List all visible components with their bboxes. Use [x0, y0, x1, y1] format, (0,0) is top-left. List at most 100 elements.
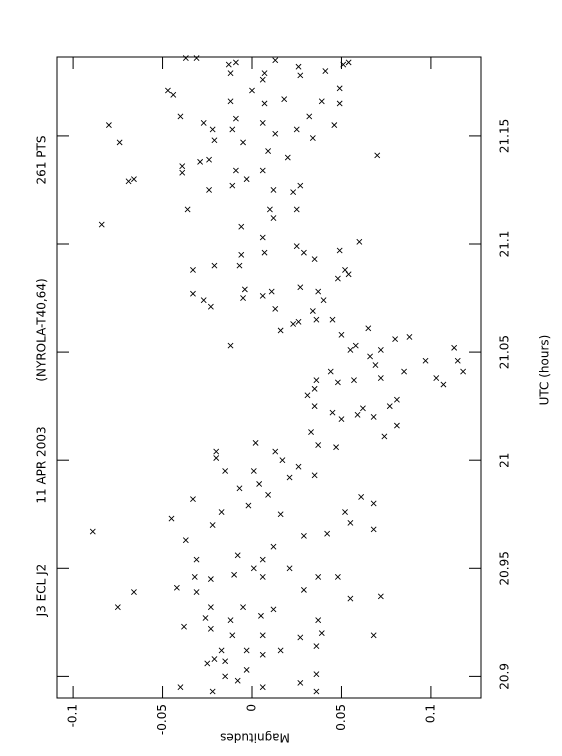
- data-point: [304, 392, 311, 399]
- data-point: [270, 543, 277, 550]
- data-point: [297, 182, 304, 189]
- data-point: [270, 606, 277, 613]
- data-point: [179, 163, 186, 170]
- data-point: [181, 623, 187, 630]
- data-point: [89, 528, 96, 535]
- data-point: [207, 303, 214, 310]
- data-point: [300, 249, 307, 256]
- data-point: [370, 500, 377, 507]
- y-tick-label: -0.05: [155, 704, 169, 735]
- data-point: [293, 206, 300, 213]
- data-point: [277, 327, 284, 334]
- data-point: [190, 267, 196, 273]
- data-point: [206, 187, 212, 193]
- data-point: [347, 595, 354, 602]
- data-point: [372, 362, 379, 368]
- data-point: [315, 288, 322, 295]
- data-point: [281, 96, 288, 103]
- data-point: [259, 556, 266, 563]
- data-point: [440, 381, 447, 388]
- data-point: [338, 416, 345, 423]
- data-point: [370, 632, 377, 639]
- data-point: [329, 316, 336, 323]
- data-point: [315, 442, 322, 448]
- y-tick-label: 0.1: [423, 704, 437, 723]
- title-part: J3 ECL J2: [35, 564, 49, 618]
- title-part: (NYROLA-T40,64): [35, 278, 49, 381]
- data-point: [191, 574, 198, 580]
- data-point: [218, 647, 225, 654]
- data-point: [377, 347, 384, 353]
- data-point: [258, 612, 264, 619]
- data-point: [311, 403, 318, 410]
- data-point: [259, 684, 266, 691]
- data-point: [168, 515, 175, 522]
- data-point: [377, 375, 384, 381]
- data-point: [393, 396, 400, 403]
- data-point: [295, 318, 302, 325]
- data-point: [342, 509, 348, 515]
- x-tick-label: 21.05: [498, 335, 512, 369]
- data-point: [211, 656, 218, 663]
- data-point: [225, 61, 232, 68]
- data-point: [309, 308, 316, 314]
- data-point: [272, 57, 279, 64]
- data-point: [197, 158, 204, 165]
- data-point: [460, 368, 467, 375]
- data-point: [352, 342, 359, 349]
- data-point: [236, 485, 243, 492]
- data-point: [222, 673, 229, 680]
- data-point: [179, 169, 186, 176]
- data-point: [365, 325, 372, 332]
- data-point: [131, 176, 137, 183]
- data-point: [422, 357, 429, 364]
- data-point: [182, 55, 189, 61]
- data-point: [345, 59, 352, 66]
- data-point: [381, 433, 388, 440]
- data-point: [286, 565, 293, 572]
- data-point: [207, 604, 214, 611]
- data-point: [229, 632, 236, 639]
- data-point: [259, 292, 266, 299]
- y-tick-label: 0: [245, 704, 259, 712]
- data-point: [259, 651, 266, 658]
- data-point: [243, 666, 250, 673]
- data-point: [333, 444, 340, 451]
- data-point: [227, 98, 234, 105]
- data-point: [227, 342, 234, 349]
- data-point: [331, 122, 338, 129]
- data-point: [320, 297, 327, 304]
- data-point: [374, 152, 381, 159]
- data-point: [318, 98, 325, 105]
- data-point: [345, 271, 352, 278]
- data-point: [311, 472, 318, 479]
- data-point: [340, 61, 347, 68]
- data-point: [190, 290, 196, 297]
- data-point: [245, 502, 252, 509]
- data-point: [270, 187, 277, 193]
- data-point: [193, 55, 200, 61]
- data-point: [313, 316, 320, 323]
- data-point: [211, 137, 218, 144]
- data-point: [177, 684, 184, 691]
- x-tick-label: 20.95: [498, 551, 512, 585]
- data-point: [234, 677, 241, 684]
- data-point: [116, 139, 123, 146]
- data-point: [286, 474, 293, 481]
- data-point: [259, 234, 266, 241]
- data-point: [213, 448, 220, 455]
- data-point: [297, 284, 304, 291]
- data-point: [401, 368, 407, 375]
- data-point: [393, 422, 400, 429]
- data-point: [313, 643, 320, 650]
- data-point: [259, 167, 266, 174]
- data-point: [295, 463, 302, 470]
- x-tick-label: 21.1: [498, 231, 512, 258]
- data-point: [105, 122, 112, 129]
- data-point: [367, 353, 373, 360]
- data-point: [209, 126, 216, 133]
- data-point: [240, 139, 246, 146]
- data-point: [256, 481, 263, 487]
- title-part: 11 APR 2003: [35, 426, 49, 503]
- title-part: 261 PTS: [35, 136, 49, 185]
